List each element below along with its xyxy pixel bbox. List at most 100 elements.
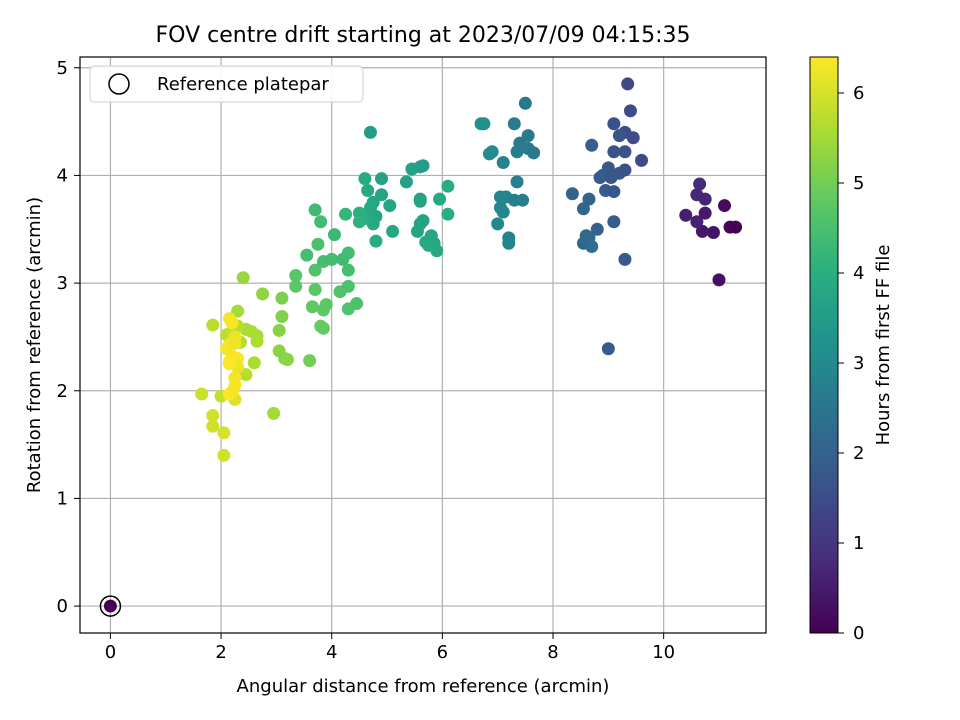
data-point xyxy=(239,368,253,382)
x-tick-label: 10 xyxy=(652,642,675,663)
data-point xyxy=(621,77,635,91)
data-point xyxy=(679,208,693,222)
y-tick-label: 3 xyxy=(57,273,68,294)
y-axis-ticks: 0 1 2 3 4 5 xyxy=(57,58,80,617)
data-point xyxy=(314,215,328,229)
data-point xyxy=(289,279,303,293)
data-point xyxy=(607,215,621,229)
data-point xyxy=(250,334,264,348)
data-point xyxy=(441,179,455,193)
data-point xyxy=(623,104,637,118)
x-tick-label: 2 xyxy=(215,642,226,663)
data-point xyxy=(369,234,383,248)
data-point xyxy=(316,321,330,335)
data-point xyxy=(698,206,712,220)
axes-frame xyxy=(79,56,767,634)
data-point xyxy=(361,184,375,198)
data-point xyxy=(516,193,530,207)
colorbar-tick-label: 4 xyxy=(853,263,864,284)
data-point xyxy=(706,225,720,239)
data-point xyxy=(256,287,270,301)
data-point xyxy=(305,300,319,314)
data-point xyxy=(585,138,599,152)
data-point xyxy=(604,171,618,185)
data-point xyxy=(491,217,505,231)
data-point xyxy=(275,309,289,323)
data-point xyxy=(496,156,510,170)
data-point xyxy=(228,336,242,350)
y-tick-label: 1 xyxy=(57,488,68,509)
data-point xyxy=(327,228,341,242)
data-point xyxy=(607,145,621,159)
x-tick-label: 4 xyxy=(326,642,337,663)
data-point xyxy=(225,385,239,399)
x-axis-label: Angular distance from reference (arcmin) xyxy=(237,676,610,697)
data-point xyxy=(416,159,430,173)
data-point xyxy=(236,271,250,285)
data-point xyxy=(635,153,649,167)
data-point xyxy=(612,129,626,143)
data-point xyxy=(485,145,499,159)
data-point xyxy=(341,263,355,277)
y-tick-label: 5 xyxy=(57,58,68,79)
grid xyxy=(80,57,766,633)
data-point xyxy=(308,203,322,217)
data-point xyxy=(410,224,424,238)
colorbar-tick-label: 1 xyxy=(853,533,864,554)
colorbar-ticks: 0 1 2 3 4 5 6 xyxy=(838,83,864,644)
data-point xyxy=(217,448,231,462)
legend-marker-icon xyxy=(108,73,130,95)
data-point xyxy=(358,172,372,186)
data-point xyxy=(300,248,314,262)
data-point xyxy=(350,297,364,311)
data-point xyxy=(217,426,231,440)
legend-box xyxy=(89,65,364,103)
data-point xyxy=(593,171,607,185)
data-point xyxy=(474,117,488,131)
data-point xyxy=(422,238,436,252)
data-point xyxy=(319,298,333,312)
data-point xyxy=(308,283,322,297)
data-point xyxy=(375,188,389,202)
x-tick-label: 8 xyxy=(547,642,558,663)
data-point xyxy=(247,356,261,370)
data-point xyxy=(341,246,355,260)
data-point xyxy=(303,354,317,368)
data-point xyxy=(225,316,239,330)
colorbar-tick-label: 6 xyxy=(853,83,864,104)
data-point xyxy=(693,177,707,191)
data-point xyxy=(206,419,220,433)
data-point xyxy=(565,187,579,201)
colorbar-tick-label: 3 xyxy=(853,353,864,374)
colorbar-gradient xyxy=(809,56,839,634)
data-point xyxy=(521,129,535,143)
data-point xyxy=(399,175,413,189)
data-point xyxy=(582,192,596,206)
data-point xyxy=(363,125,377,139)
reference-marker xyxy=(99,595,122,617)
data-point xyxy=(339,207,353,221)
data-point xyxy=(507,117,521,131)
x-axis-ticks: 0 2 4 6 8 10 xyxy=(105,633,675,663)
data-points xyxy=(103,77,743,613)
data-point xyxy=(576,202,590,216)
data-point xyxy=(618,163,632,177)
data-point xyxy=(222,357,236,371)
data-point xyxy=(698,192,712,206)
data-point xyxy=(386,224,400,238)
data-point xyxy=(375,172,389,186)
data-point xyxy=(585,239,599,253)
data-point xyxy=(607,185,621,199)
data-point xyxy=(527,146,541,160)
data-point xyxy=(618,145,632,159)
data-point xyxy=(695,224,709,238)
data-point xyxy=(405,162,419,176)
colorbar-label: Hours from first FF file xyxy=(873,245,894,446)
data-point xyxy=(441,207,455,221)
data-point xyxy=(308,263,322,277)
data-point xyxy=(311,237,325,251)
y-tick-label: 2 xyxy=(57,381,68,402)
data-point xyxy=(195,387,209,401)
data-point xyxy=(267,406,281,420)
